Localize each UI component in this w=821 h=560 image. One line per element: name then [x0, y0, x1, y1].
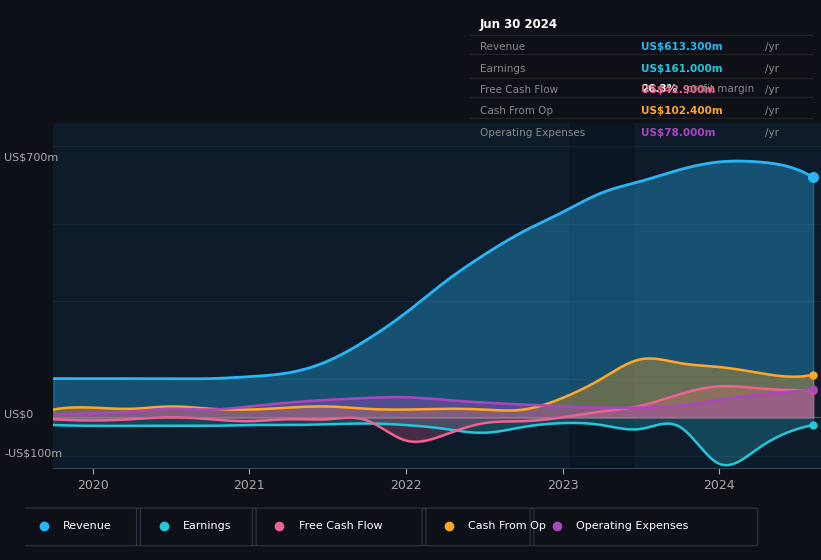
Text: Earnings: Earnings	[480, 64, 525, 74]
Text: Earnings: Earnings	[183, 521, 232, 531]
Text: Revenue: Revenue	[63, 521, 112, 531]
Text: /yr: /yr	[764, 64, 779, 74]
Text: Free Cash Flow: Free Cash Flow	[480, 85, 558, 95]
Text: -US$100m: -US$100m	[4, 448, 62, 458]
Text: /yr: /yr	[764, 128, 779, 138]
Text: Jun 30 2024: Jun 30 2024	[480, 18, 558, 31]
Text: /yr: /yr	[764, 85, 779, 95]
Text: Free Cash Flow: Free Cash Flow	[299, 521, 383, 531]
Text: US$42.900m: US$42.900m	[641, 85, 716, 95]
Text: Operating Expenses: Operating Expenses	[480, 128, 585, 138]
Text: US$102.400m: US$102.400m	[641, 106, 723, 116]
Text: Revenue: Revenue	[480, 42, 525, 52]
Text: US$0: US$0	[4, 409, 34, 419]
Text: Cash From Op: Cash From Op	[469, 521, 546, 531]
Text: /yr: /yr	[764, 42, 779, 52]
Text: US$78.000m: US$78.000m	[641, 128, 716, 138]
Text: US$613.300m: US$613.300m	[641, 42, 722, 52]
Bar	[571, 123, 633, 468]
Text: 26.3%: 26.3%	[641, 84, 677, 94]
Text: profit margin: profit margin	[686, 84, 754, 94]
Text: US$161.000m: US$161.000m	[641, 64, 722, 74]
Text: Cash From Op: Cash From Op	[480, 106, 553, 116]
Text: US$700m: US$700m	[4, 152, 58, 162]
Text: Operating Expenses: Operating Expenses	[576, 521, 689, 531]
Text: /yr: /yr	[764, 106, 779, 116]
